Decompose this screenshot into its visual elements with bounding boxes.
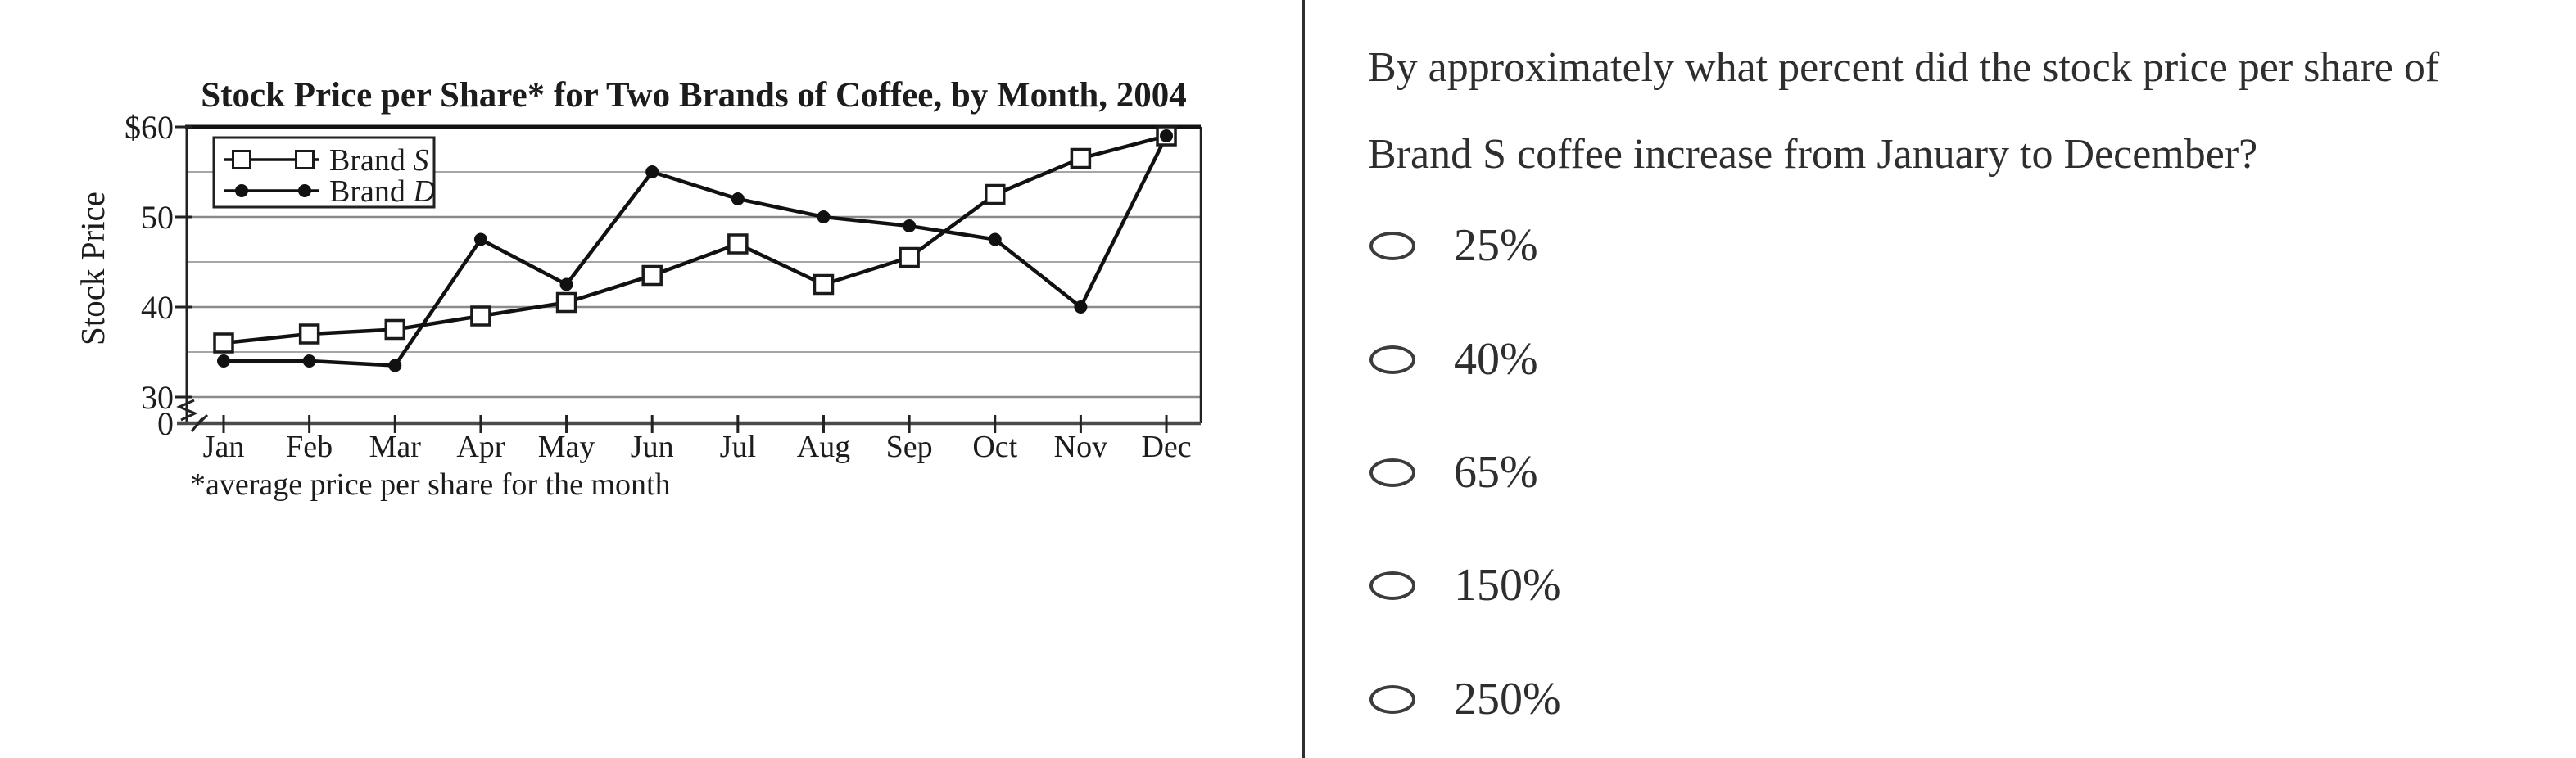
svg-text:$60: $60	[124, 109, 174, 146]
svg-text:0: 0	[157, 405, 174, 442]
axis-break-icon	[176, 399, 198, 422]
svg-text:30: 30	[141, 379, 174, 416]
series-line-brand-s	[223, 133, 1167, 345]
chart-panel: $60 50 40 30 0 Jan Feb Mar Apr May Jun Jul Aug Sep Oct…	[74, 76, 1202, 502]
chart-footnote: *average price per share for the month	[190, 467, 671, 502]
series-markers-brand-d	[217, 129, 1174, 372]
radio-button[interactable]	[1369, 571, 1415, 600]
radio-button[interactable]	[1369, 458, 1415, 487]
svg-text:Mar: Mar	[369, 430, 422, 464]
svg-text:50: 50	[141, 199, 174, 236]
svg-text:Brand D: Brand D	[329, 174, 436, 209]
svg-text:Jan: Jan	[203, 430, 245, 464]
chart-title: Stock Price per Share* for Two Brands of…	[201, 76, 1187, 115]
svg-text:Apr: Apr	[456, 430, 505, 464]
answer-option-2[interactable]: 40%	[1369, 331, 1538, 388]
option-label: 40%	[1454, 334, 1538, 385]
svg-text:Jul: Jul	[720, 430, 756, 464]
svg-text:Feb: Feb	[286, 430, 333, 464]
gridlines	[187, 171, 1201, 399]
svg-text:40: 40	[141, 289, 174, 326]
x-axis: Jan Feb Mar Apr May Jun Jul Aug Sep Oct Nov Dec	[203, 415, 1192, 464]
radio-button[interactable]	[1369, 231, 1415, 260]
stock-price-chart: $60 50 40 300 Jan Feb Mar Apr May Jun Jul Aug Sep Oct…	[74, 76, 1202, 502]
radio-button[interactable]	[1369, 684, 1415, 714]
y-axis: $60 50 40 300	[124, 109, 209, 442]
question-line-1: By approximately what percent did the st…	[1368, 44, 2440, 91]
svg-text:Brand S: Brand S	[329, 143, 428, 178]
axis-break-icon	[190, 413, 209, 432]
option-label: 25%	[1454, 220, 1538, 271]
question-panel: By approximately what percent did the st…	[1305, 0, 2576, 758]
question-text: By approximately what percent did the st…	[1368, 25, 2439, 198]
series-markers-brand-s	[213, 125, 1177, 354]
legend-entry-brand-s: Brand S	[224, 143, 428, 178]
panel-divider	[1302, 0, 1305, 758]
y-axis-title: Stock Price	[74, 192, 111, 345]
answer-option-3[interactable]: 65%	[1369, 444, 1538, 501]
svg-text:Oct: Oct	[972, 430, 1017, 464]
option-label: 65%	[1454, 447, 1538, 498]
svg-text:Jun: Jun	[631, 430, 674, 464]
svg-text:Aug: Aug	[797, 430, 850, 464]
svg-text:Sep: Sep	[886, 430, 933, 464]
answer-option-1[interactable]: 25%	[1369, 217, 1538, 274]
legend-entry-brand-d: Brand D	[224, 174, 436, 209]
plot-border	[177, 124, 1202, 426]
option-label: 250%	[1454, 674, 1561, 724]
svg-text:Nov: Nov	[1054, 430, 1107, 464]
option-label: 150%	[1454, 560, 1561, 611]
answer-option-5[interactable]: 250%	[1369, 670, 1561, 728]
series-line-brand-d	[224, 134, 1169, 368]
svg-text:May: May	[538, 430, 595, 464]
svg-text:Dec: Dec	[1141, 430, 1191, 464]
radio-button[interactable]	[1369, 345, 1415, 374]
question-line-2: Brand S coffee increase from January to …	[1368, 131, 2258, 178]
answer-option-4[interactable]: 150%	[1369, 557, 1561, 614]
